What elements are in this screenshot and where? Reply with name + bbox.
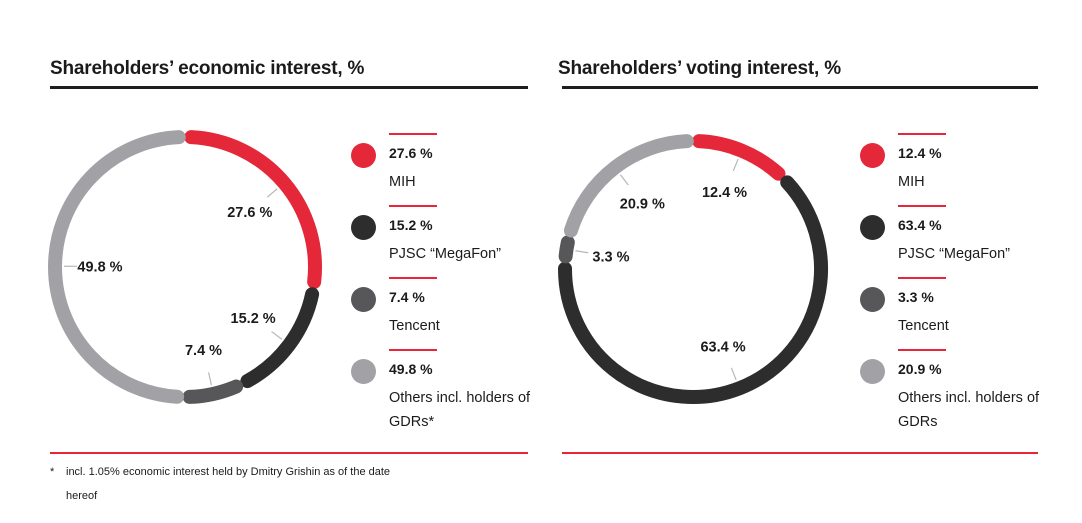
legend-value-megafon: 15.2 % xyxy=(389,217,433,233)
voting-chart-title: Shareholders’ voting interest, % xyxy=(558,58,841,79)
legend-value-megafon: 63.4 % xyxy=(898,217,942,233)
voting-donut-chart: 12.4 % 63.4 % 3.3 % 20.9 % xyxy=(557,134,828,404)
leader-line-megafon xyxy=(271,331,283,340)
legend-rule xyxy=(389,277,437,279)
economic-chart-title: Shareholders’ economic interest, % xyxy=(50,58,365,79)
legend-value-others: 49.8 % xyxy=(389,361,433,377)
legend-rule xyxy=(389,133,437,135)
data-label-others: 49.8 % xyxy=(77,259,122,275)
donut-slice-mih xyxy=(184,130,322,289)
donut-slice-mih xyxy=(692,134,786,181)
legend-label-others: Others incl. holders of GDRs* xyxy=(389,390,531,430)
data-label-tencent: 3.3 % xyxy=(592,249,629,265)
legend-swatch-mih xyxy=(860,143,885,168)
legend-item-others: 49.8 % Others incl. holders of GDRs* xyxy=(351,346,530,430)
data-label-megafon: 15.2 % xyxy=(231,311,276,327)
data-label-tencent: 7.4 % xyxy=(185,343,222,359)
footnote-text: incl. 1.05% economic interest held by Dm… xyxy=(66,466,391,502)
legend-rule xyxy=(898,349,946,351)
legend-label-tencent: Tencent xyxy=(898,318,949,334)
legend-swatch-megafon xyxy=(860,215,885,240)
legend-item-others: 20.9 % Others incl. holders of GDRs xyxy=(860,346,1039,430)
donut-slice-tencent xyxy=(182,379,244,404)
legend-rule xyxy=(389,205,437,207)
economic-legend: 27.6 % MIH 15.2 % PJSC “MegaFon” 7.4 % T… xyxy=(351,130,530,430)
data-label-mih: 12.4 % xyxy=(702,185,747,201)
economic-title-rule xyxy=(50,86,528,89)
legend-swatch-tencent xyxy=(351,287,376,312)
legend-rule xyxy=(389,349,437,351)
donut-slice-megafon xyxy=(557,175,828,404)
legend-swatch-megafon xyxy=(351,215,376,240)
leader-line-others xyxy=(619,174,629,186)
legend-label-megafon: PJSC “MegaFon” xyxy=(898,246,1011,262)
legend-rule xyxy=(898,205,946,207)
legend-item-tencent: 3.3 % Tencent xyxy=(860,274,1020,346)
economic-bottom-rule xyxy=(50,452,528,454)
legend-value-tencent: 7.4 % xyxy=(389,289,425,305)
donut-slice-megafon xyxy=(240,287,320,389)
donut-slice-others xyxy=(563,134,694,238)
legend-item-tencent: 7.4 % Tencent xyxy=(351,274,511,346)
legend-rule xyxy=(898,277,946,279)
donut-slice-tencent xyxy=(558,235,575,264)
donut-slice-others xyxy=(48,130,186,404)
legend-value-others: 20.9 % xyxy=(898,361,942,377)
legend-item-mih: 12.4 % MIH xyxy=(860,130,1020,202)
footnote-marker: * xyxy=(50,466,55,478)
legend-item-megafon: 15.2 % PJSC “MegaFon” xyxy=(351,202,511,274)
legend-item-mih: 27.6 % MIH xyxy=(351,130,511,202)
legend-value-mih: 27.6 % xyxy=(389,145,433,161)
legend-rule xyxy=(898,133,946,135)
leader-line-tencent xyxy=(207,372,212,386)
legend-value-tencent: 3.3 % xyxy=(898,289,934,305)
economic-donut-chart: 27.6 % 15.2 % 7.4 % 49.8 % xyxy=(48,130,322,404)
voting-legend: 12.4 % MIH 63.4 % PJSC “MegaFon” 3.3 % T… xyxy=(860,130,1039,430)
legend-swatch-others xyxy=(860,359,885,384)
leader-line-tencent xyxy=(575,250,589,254)
legend-label-mih: MIH xyxy=(389,174,416,190)
voting-title-rule xyxy=(562,86,1038,89)
leader-line-mih xyxy=(266,188,278,198)
legend-label-others: Others incl. holders of GDRs xyxy=(898,390,1040,430)
legend-item-megafon: 63.4 % PJSC “MegaFon” xyxy=(860,202,1020,274)
data-label-megafon: 63.4 % xyxy=(700,339,745,355)
leader-line-megafon xyxy=(730,367,737,381)
legend-swatch-mih xyxy=(351,143,376,168)
legend-label-megafon: PJSC “MegaFon” xyxy=(389,246,502,262)
legend-value-mih: 12.4 % xyxy=(898,145,942,161)
data-label-mih: 27.6 % xyxy=(227,205,272,221)
data-label-others: 20.9 % xyxy=(620,196,665,212)
voting-bottom-rule xyxy=(562,452,1038,454)
legend-label-tencent: Tencent xyxy=(389,318,440,334)
legend-swatch-others xyxy=(351,359,376,384)
leader-line-mih xyxy=(732,158,739,172)
legend-swatch-tencent xyxy=(860,287,885,312)
legend-label-mih: MIH xyxy=(898,174,925,190)
